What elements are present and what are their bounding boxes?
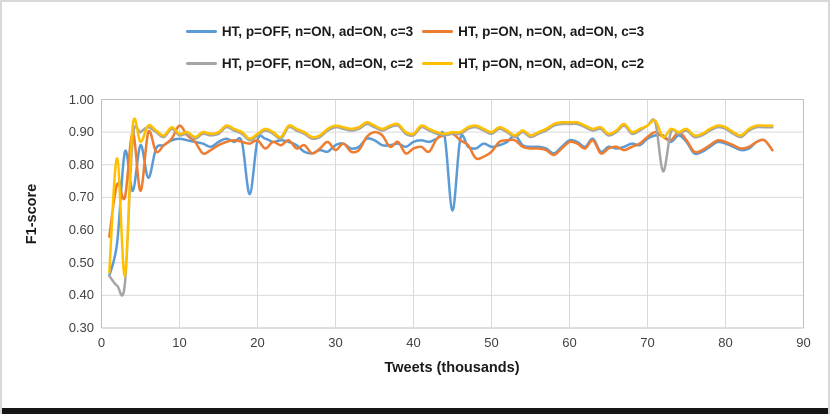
legend-item-series-4: HT, p=ON, n=ON, ad=ON, c=2: [422, 56, 644, 71]
legend-label-series-4: HT, p=ON, n=ON, ad=ON, c=2: [458, 55, 645, 71]
x-tick-label: 50: [484, 335, 499, 350]
legend-label-series-3: HT, p=OFF, n=ON, ad=ON, c=2: [221, 55, 414, 71]
legend-line-swatch-blue: [185, 29, 217, 33]
x-tick-label: 0: [97, 335, 106, 350]
legend-label-series-2: HT, p=ON, n=ON, ad=ON, c=3: [458, 23, 645, 39]
y-tick-label: 0.40: [68, 287, 94, 303]
window-bottom-edge: [2, 408, 828, 414]
legend-line-swatch-orange: [422, 29, 454, 33]
series-line-4: [108, 117, 774, 278]
legend-row-1: HT, p=OFF, n=ON, ad=ON, c=3 HT, p=ON, n=…: [2, 15, 828, 47]
legend-row-2: HT, p=OFF, n=ON, ad=ON, c=2 HT, p=ON, n=…: [2, 47, 828, 79]
legend-line-swatch-gray: [185, 61, 217, 65]
y-tick-label: 0.90: [68, 124, 94, 140]
y-axis-title: F1-score: [24, 183, 40, 245]
chart-legend: HT, p=OFF, n=ON, ad=ON, c=3 HT, p=ON, n=…: [2, 15, 828, 79]
x-tick-label: 10: [172, 335, 187, 350]
y-tick-label: 0.30: [68, 320, 94, 335]
legend-item-series-3: HT, p=OFF, n=ON, ad=ON, c=2: [185, 55, 414, 71]
x-tick-label: 90: [796, 335, 811, 350]
y-tick-label: 0.60: [68, 222, 94, 238]
x-tick-label: 20: [250, 335, 265, 350]
x-tick-label: 60: [562, 335, 577, 350]
x-tick-label: 70: [640, 335, 655, 350]
y-tick-label: 0.80: [68, 156, 94, 172]
x-tick-label: 80: [718, 335, 733, 350]
legend-item-series-2: HT, p=ON, n=ON, ad=ON, c=3: [422, 24, 644, 39]
series-line-3: [108, 118, 774, 297]
y-tick-label: 0.70: [68, 189, 94, 205]
legend-label-series-1: HT, p=OFF, n=ON, ad=ON, c=3: [221, 23, 414, 39]
legend-item-series-1: HT, p=OFF, n=ON, ad=ON, c=3: [185, 23, 414, 39]
series-line-1: [108, 130, 774, 278]
y-tick-label: 0.50: [68, 254, 94, 270]
legend-line-swatch-yellow: [422, 61, 454, 65]
x-tick-label: 40: [406, 335, 421, 350]
x-tick-label: 30: [328, 335, 343, 350]
x-axis-title: Tweets (thousands): [384, 360, 520, 376]
y-tick-label: 1.00: [68, 91, 94, 107]
